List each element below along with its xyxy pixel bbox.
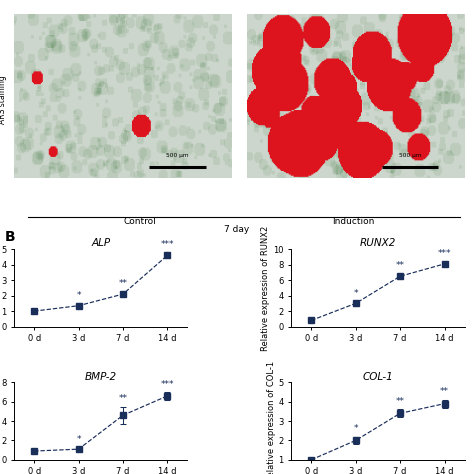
Title: COL-1: COL-1 [363, 372, 393, 382]
Title: ALP: ALP [91, 238, 110, 248]
Text: *: * [354, 289, 358, 298]
Y-axis label: Relative expression of RUNX2: Relative expression of RUNX2 [262, 225, 270, 350]
Y-axis label: Relative expression of COL-1: Relative expression of COL-1 [266, 361, 275, 474]
Text: Induction: Induction [332, 217, 374, 226]
Text: ***: *** [438, 249, 451, 258]
Text: B: B [5, 230, 15, 244]
Text: **: ** [396, 397, 405, 406]
Text: ARS staining: ARS staining [0, 75, 7, 124]
Text: 500 μm: 500 μm [399, 154, 421, 158]
Text: **: ** [118, 394, 128, 403]
Text: 500 μm: 500 μm [166, 154, 189, 158]
Text: Control: Control [123, 217, 156, 226]
Text: *: * [76, 291, 81, 300]
Text: ***: *** [161, 240, 174, 249]
Text: **: ** [440, 387, 449, 396]
Text: 7 day: 7 day [224, 225, 250, 234]
Text: **: ** [396, 261, 405, 270]
Text: **: ** [118, 279, 128, 288]
Text: ***: *** [161, 380, 174, 389]
Title: RUNX2: RUNX2 [360, 238, 396, 248]
Title: BMP-2: BMP-2 [85, 372, 117, 382]
Text: *: * [76, 436, 81, 445]
Text: *: * [354, 424, 358, 433]
